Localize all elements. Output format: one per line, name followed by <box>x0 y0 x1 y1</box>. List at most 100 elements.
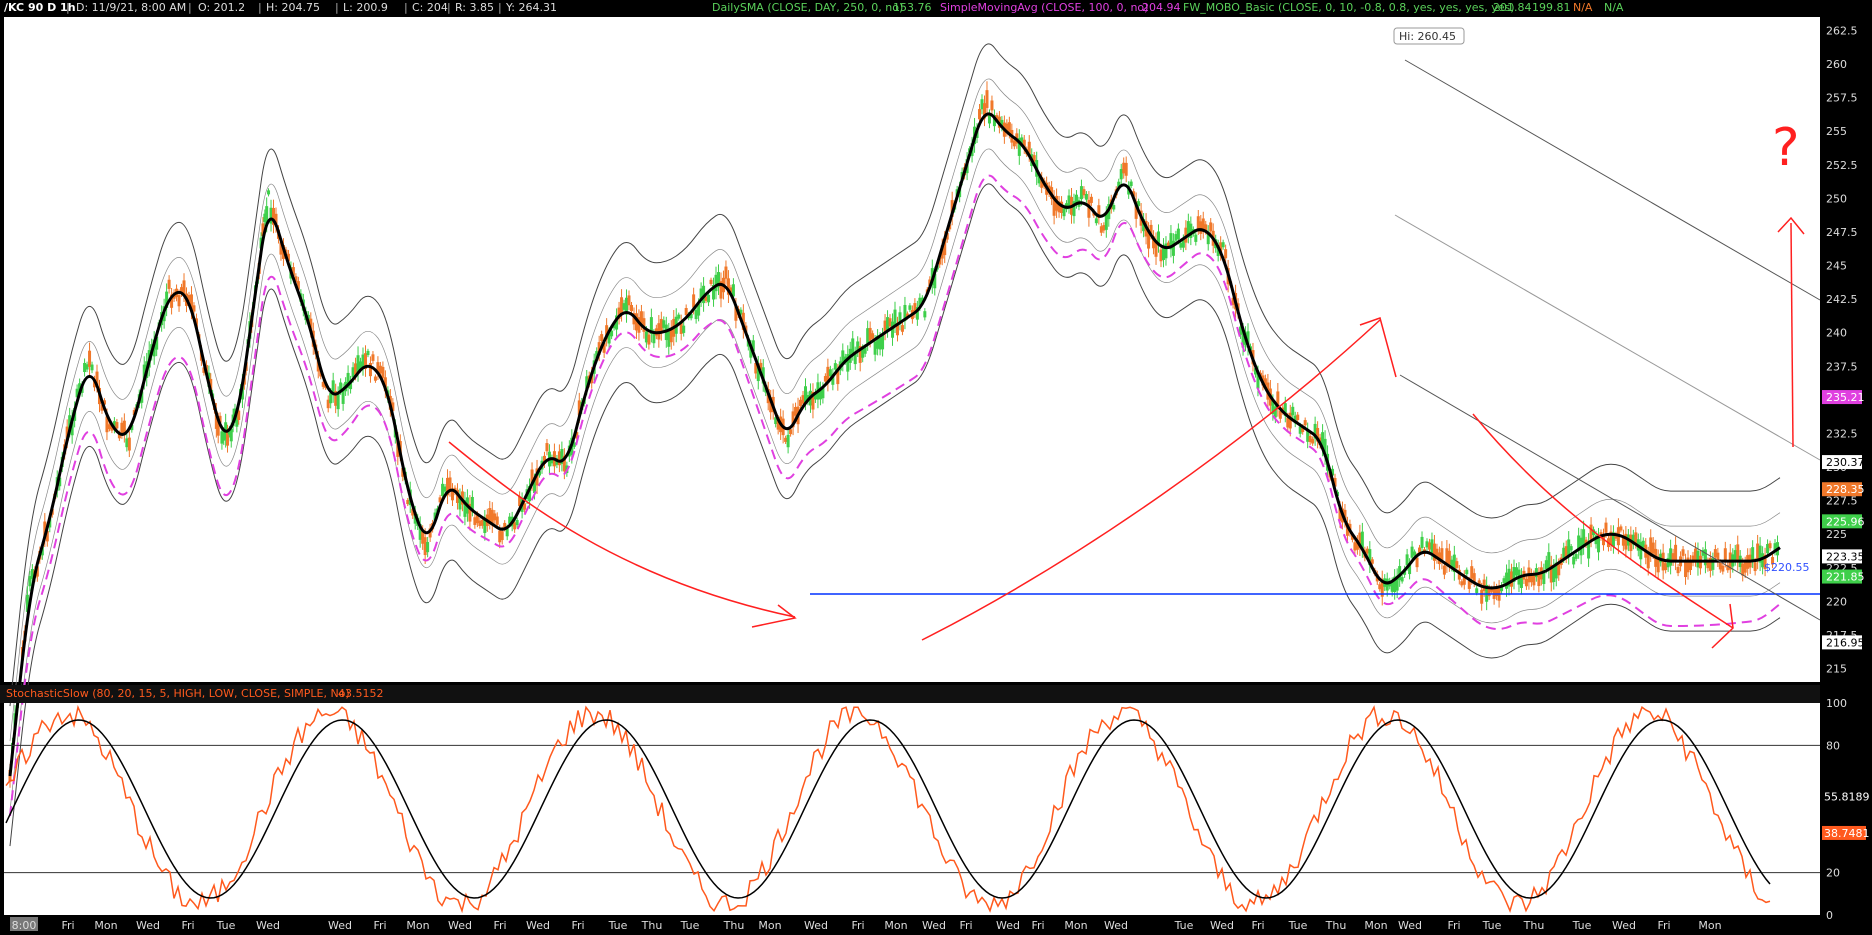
candle-body <box>478 520 482 526</box>
candle-body <box>1442 565 1446 575</box>
candle-body <box>1621 535 1625 546</box>
candle-body <box>483 517 487 533</box>
candle-body <box>627 295 631 306</box>
candle-body <box>1505 572 1509 589</box>
candle-body <box>1378 584 1382 590</box>
x-tick-label: Fri <box>181 919 194 932</box>
candle-body <box>426 542 430 553</box>
y-tick-label: 220 <box>1826 595 1847 608</box>
candle-body <box>813 392 817 400</box>
price-tag-label: 230.37 <box>1826 456 1865 469</box>
candle-body <box>1405 554 1409 566</box>
stoch-y-tick: 80 <box>1826 739 1840 752</box>
candle-body <box>562 455 566 472</box>
candle-body <box>985 90 989 108</box>
symbol-label[interactable]: /KC 90 D 1h <box>4 1 76 14</box>
candle-body <box>1572 556 1576 565</box>
candle-body <box>1385 578 1389 591</box>
candle-body <box>331 380 335 396</box>
candle-body <box>490 509 494 526</box>
x-tick-label: Fri <box>373 919 386 932</box>
stochastic-value: 43.5152 <box>338 687 384 700</box>
candle-body <box>1355 540 1359 550</box>
stoch-tag-label: 55.8189 <box>1824 791 1870 804</box>
candle-body <box>1079 186 1083 200</box>
candle-body <box>617 307 621 319</box>
candle-body <box>30 569 34 579</box>
candle-body <box>326 399 330 409</box>
candle-body <box>1239 326 1243 335</box>
candle-body <box>356 355 360 373</box>
candle-body <box>791 411 795 428</box>
x-tick-label: 8:00 <box>12 919 37 932</box>
candle-body <box>1420 536 1424 548</box>
candle-body <box>1413 551 1417 556</box>
candle-body <box>1271 400 1275 415</box>
candle-body <box>1629 534 1633 552</box>
candle-body <box>1040 177 1044 188</box>
candle-body <box>1631 534 1635 545</box>
candle-body <box>1408 563 1412 575</box>
candle-body <box>470 496 474 510</box>
candle-body <box>1512 567 1516 582</box>
candle-body <box>1117 181 1121 188</box>
price-line <box>8 112 1781 777</box>
candle-body <box>1181 238 1185 248</box>
x-tick-label: Fri <box>851 919 864 932</box>
x-tick-label: Thu <box>723 919 745 932</box>
y-tick-label: 245 <box>1826 260 1847 273</box>
candle-body <box>625 297 629 315</box>
x-tick-label: Tue <box>1482 919 1502 932</box>
study-sma100-label[interactable]: SimpleMovingAvg (CLOSE, 100, 0, no) <box>940 1 1149 14</box>
x-tick-label: Fri <box>61 919 74 932</box>
candle-body <box>127 437 131 451</box>
x-tick-label: Fri <box>959 919 972 932</box>
candle-body <box>1418 547 1422 553</box>
candle-body <box>1666 557 1670 568</box>
candle-body <box>495 516 499 525</box>
candle-body <box>692 294 696 308</box>
candle-body <box>878 337 882 350</box>
chart-header: /KC 90 D 1h | D: 11/9/21, 8:00 AM | O: 2… <box>0 0 1820 16</box>
candle-body <box>776 419 780 430</box>
study-dailysma-label[interactable]: DailySMA (CLOSE, DAY, 250, 0, no) <box>712 1 904 14</box>
candle-body <box>756 364 760 382</box>
candle-body <box>823 376 827 382</box>
candle-body <box>361 354 365 369</box>
candle-body <box>83 362 87 373</box>
candle-body <box>1502 578 1506 584</box>
candle-body <box>831 373 835 385</box>
candle-body <box>980 99 984 110</box>
candle-body <box>1246 331 1250 348</box>
low-value: L: 200.9 <box>343 1 388 14</box>
candle-body <box>28 576 32 587</box>
candle-body <box>518 496 522 507</box>
candle-body <box>789 429 793 435</box>
candle-body <box>78 383 82 393</box>
price-tag-label: 216.95 <box>1826 636 1865 649</box>
candle-body <box>458 495 462 510</box>
candle-body <box>861 348 865 358</box>
stochastic-pane[interactable] <box>4 703 1820 915</box>
candle-body <box>438 497 442 503</box>
candle-body <box>371 354 375 361</box>
candle-body <box>1134 201 1138 219</box>
stochastic-label[interactable]: StochasticSlow (80, 20, 15, 5, HIGH, LOW… <box>6 687 350 700</box>
candle-body <box>115 422 119 429</box>
y-tick-label: 237.5 <box>1826 360 1858 373</box>
x-tick-label: Tue <box>216 919 236 932</box>
candle-body <box>1706 561 1710 569</box>
stoch-k-line <box>5 704 1771 914</box>
candle-body <box>533 480 537 494</box>
candle-body <box>107 424 111 430</box>
candle-body <box>1084 193 1088 200</box>
study-mobo-label[interactable]: FW_MOBO_Basic (CLOSE, 0, 10, -0.8, 0.8, … <box>1183 1 1515 14</box>
x-tick-label: Tue <box>1288 919 1308 932</box>
candle-body <box>769 397 773 413</box>
candle-body <box>35 566 39 577</box>
candle-body <box>774 417 778 425</box>
candle-body <box>1119 169 1123 180</box>
candle-body <box>513 522 517 530</box>
candle-body <box>1768 543 1772 549</box>
